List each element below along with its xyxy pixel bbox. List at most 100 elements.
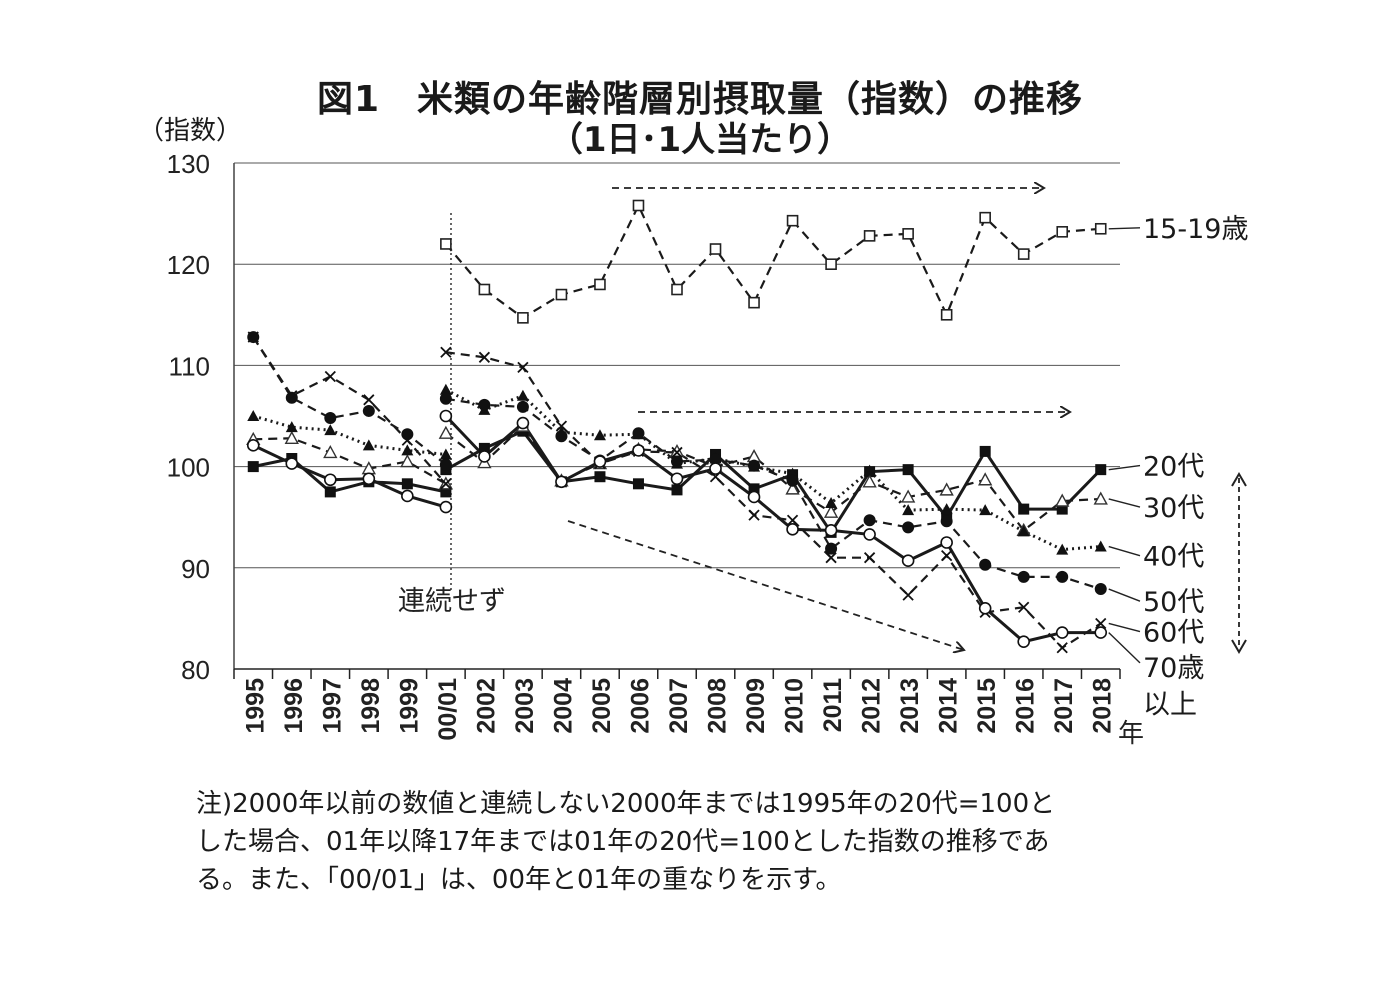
data-point xyxy=(1094,583,1107,596)
data-point xyxy=(1095,617,1107,630)
data-point xyxy=(516,389,529,401)
data-point xyxy=(632,199,645,212)
data-point xyxy=(401,428,414,441)
data-point xyxy=(401,444,414,456)
y-tick-label: 120 xyxy=(167,250,210,280)
data-point xyxy=(671,283,683,296)
data-point xyxy=(632,444,645,457)
x-tick-label: 1996 xyxy=(280,678,308,734)
data-point xyxy=(1017,570,1030,583)
leader-line xyxy=(1108,622,1141,633)
x-tick-label: 2013 xyxy=(896,678,924,734)
data-point xyxy=(902,521,915,534)
data-point xyxy=(517,361,529,374)
data-point xyxy=(709,453,722,466)
data-point xyxy=(1095,464,1107,476)
data-point xyxy=(594,471,606,483)
data-point xyxy=(671,455,683,468)
data-point xyxy=(439,392,452,405)
data-point xyxy=(709,462,722,475)
x-unit-label: 年 xyxy=(1118,719,1144,749)
data-point xyxy=(670,472,684,486)
data-point xyxy=(439,500,453,514)
data-point xyxy=(1056,543,1069,555)
x-tick-label: 2011 xyxy=(819,678,847,732)
data-point xyxy=(555,420,568,432)
series-line xyxy=(252,336,447,485)
footnote-line-1: 注)2000年以前の数値と連続しない2000年までは1995年の20代=100と xyxy=(196,789,1056,819)
data-point xyxy=(401,478,413,490)
data-point xyxy=(247,461,259,473)
y-axis-label: （指数） xyxy=(138,116,243,146)
discontinuity-label: 連続せず xyxy=(398,586,506,617)
x-tick-label: 2002 xyxy=(472,678,500,734)
y-tick-label: 80 xyxy=(181,655,210,685)
series-line xyxy=(445,351,1102,650)
leader-line xyxy=(1108,227,1141,230)
data-point xyxy=(863,552,876,564)
data-point xyxy=(594,278,606,291)
data-point xyxy=(1018,601,1030,613)
trend-arrow xyxy=(567,520,964,650)
data-point xyxy=(902,228,914,240)
data-point xyxy=(324,473,337,487)
data-point xyxy=(825,258,837,271)
data-point xyxy=(593,429,606,441)
x-tick-label: 00/01 xyxy=(434,678,462,741)
data-point xyxy=(786,523,799,536)
data-point xyxy=(438,425,454,439)
data-point xyxy=(786,214,799,227)
data-point xyxy=(478,351,491,363)
y-tick-label: 110 xyxy=(169,351,210,381)
series-label: 70歳 xyxy=(1143,653,1204,684)
data-point xyxy=(324,424,337,436)
series-line xyxy=(252,414,447,456)
x-tick-label: 2012 xyxy=(858,678,886,734)
series-line xyxy=(252,456,447,494)
x-tick-label: 2009 xyxy=(742,678,770,734)
data-point xyxy=(362,439,375,451)
data-point xyxy=(555,288,568,301)
x-tick-label: 2018 xyxy=(1089,678,1117,734)
data-point xyxy=(362,404,375,417)
data-point xyxy=(1094,540,1107,552)
data-point xyxy=(747,490,761,504)
data-point xyxy=(900,489,916,503)
data-point xyxy=(363,394,375,406)
x-tick-label: 2015 xyxy=(973,678,1001,734)
data-point xyxy=(1056,570,1069,583)
data-point xyxy=(401,434,413,446)
data-point xyxy=(825,542,838,555)
data-point xyxy=(824,524,838,537)
data-point xyxy=(323,444,338,459)
data-point xyxy=(940,308,953,321)
data-point xyxy=(902,589,914,601)
series-label: 60代 xyxy=(1143,618,1204,649)
series-label: 15-19歳 xyxy=(1143,214,1248,245)
data-point xyxy=(1094,626,1108,639)
data-point xyxy=(285,391,298,404)
data-point xyxy=(1093,491,1108,505)
data-point xyxy=(902,504,915,516)
x-tick-label: 2005 xyxy=(588,678,616,734)
data-point xyxy=(785,481,800,495)
data-point xyxy=(247,331,259,343)
data-point xyxy=(1056,226,1069,238)
leader-line xyxy=(1108,498,1141,508)
data-point xyxy=(863,514,876,527)
data-point xyxy=(439,409,453,423)
data-point xyxy=(825,552,837,564)
series-label: 以上 xyxy=(1143,689,1197,720)
data-point xyxy=(979,445,991,457)
series-line xyxy=(445,388,1101,552)
chart-title: 図1 米類の年齢階層別摂取量（指数）の推移 xyxy=(316,79,1084,120)
x-tick-label: 2007 xyxy=(665,678,693,734)
data-point xyxy=(516,400,529,413)
data-point xyxy=(478,450,491,463)
data-point xyxy=(362,472,376,486)
series-line xyxy=(253,437,447,485)
data-point xyxy=(979,211,991,224)
data-point xyxy=(941,550,953,562)
data-point xyxy=(324,370,336,383)
data-point xyxy=(285,457,299,470)
